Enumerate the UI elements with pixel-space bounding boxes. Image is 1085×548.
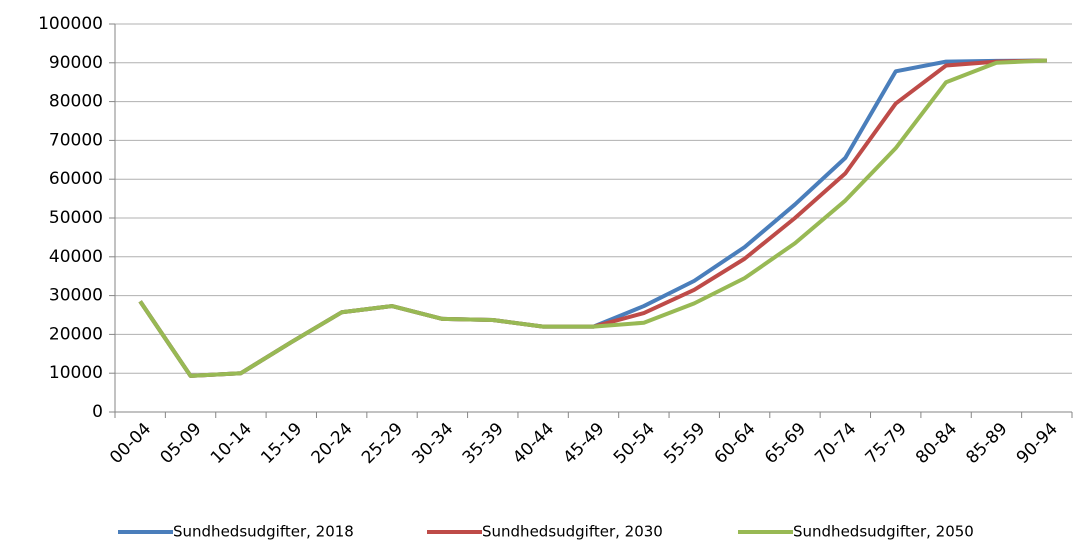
x-tick-label: 30-34	[408, 419, 457, 468]
x-tick-label: 65-69	[761, 419, 810, 468]
x-tick-label: 25-29	[358, 419, 407, 468]
x-tick-label: 40-44	[509, 419, 558, 468]
x-tick-label: 05-09	[157, 419, 206, 468]
legend: Sundhedsudgifter, 2018 Sundhedsudgifter, …	[118, 523, 974, 541]
y-tick-label: 70000	[49, 130, 103, 150]
legend-label: Sundhedsudgifter, 2018	[173, 523, 354, 541]
y-tick-label: 90000	[49, 53, 103, 73]
x-tick-label: 60-64	[711, 419, 760, 468]
x-tick-label: 75-79	[862, 419, 911, 468]
x-tick-label: 45-49	[559, 419, 608, 468]
y-tick-label: 20000	[49, 324, 103, 344]
x-tick-label: 15-19	[257, 419, 306, 468]
y-tick-label: 30000	[49, 286, 103, 306]
x-tick-label: 55-59	[660, 419, 709, 468]
y-tick-label: 80000	[49, 92, 103, 112]
x-tick-label: 85-89	[962, 419, 1011, 468]
x-tick-label: 80-84	[912, 419, 961, 468]
legend-label: Sundhedsudgifter, 2050	[793, 523, 974, 541]
y-tick-label: 0	[92, 402, 103, 422]
y-tick-label: 40000	[49, 247, 103, 267]
x-tick-label: 50-54	[610, 419, 659, 468]
series-line	[138, 58, 1047, 378]
x-tick-label: 00-04	[106, 419, 155, 468]
legend-label: Sundhedsudgifter, 2030	[482, 523, 663, 541]
y-tick-label: 100000	[38, 14, 103, 34]
y-tick-label: 50000	[49, 208, 103, 228]
x-tick-label: 10-14	[207, 419, 256, 468]
x-tick-label: 35-39	[459, 419, 508, 468]
y-tick-label: 10000	[49, 363, 103, 383]
x-tick-label: 70-74	[811, 419, 860, 468]
y-tick-label: 60000	[49, 169, 103, 189]
x-tick-label: 20-24	[308, 419, 357, 468]
x-tick-label: 90-94	[1013, 419, 1062, 468]
